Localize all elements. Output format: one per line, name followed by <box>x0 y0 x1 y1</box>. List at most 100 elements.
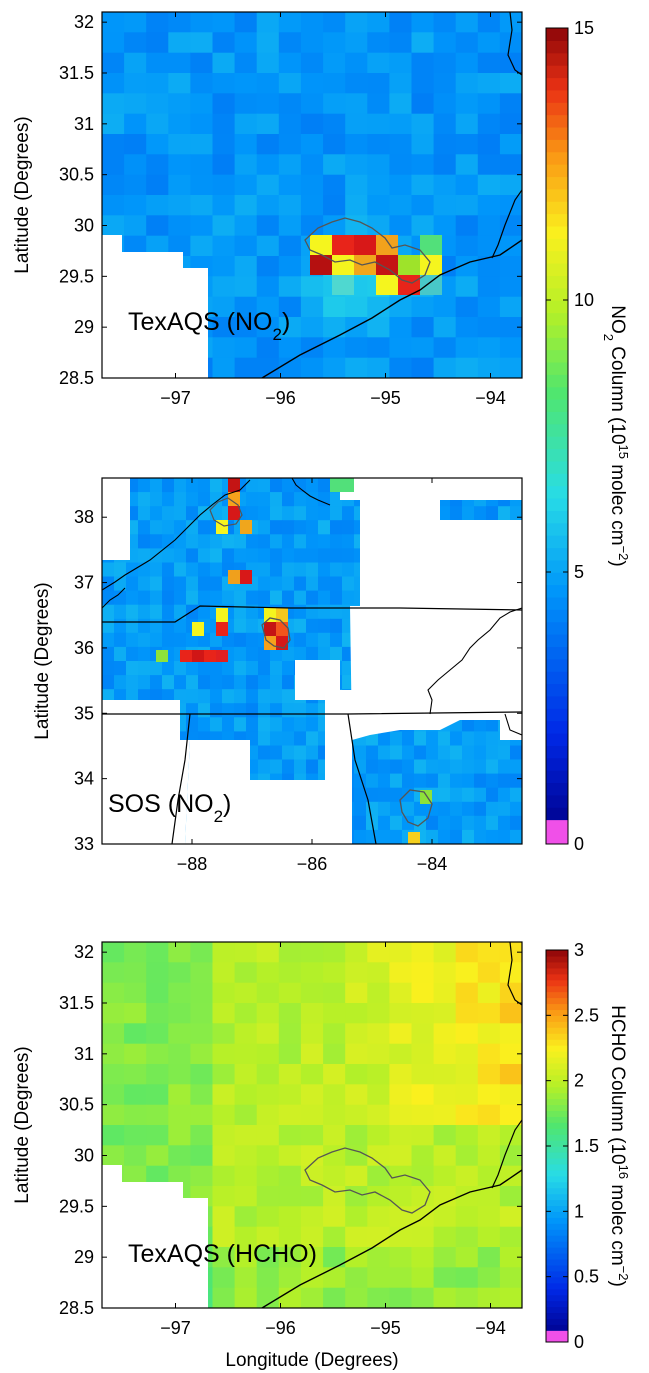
grid-cell <box>306 632 319 648</box>
grid-cell <box>124 1084 147 1106</box>
no-data-region <box>102 478 130 560</box>
colorbar-segment <box>546 1288 568 1296</box>
grid-cell <box>402 773 415 789</box>
grid-cell <box>270 759 283 775</box>
grid-cell <box>270 717 283 732</box>
grid-cell <box>294 646 307 662</box>
grid-cell <box>323 337 346 359</box>
grid-cell <box>190 235 214 257</box>
coastline <box>261 1169 522 1308</box>
grid-cell <box>300 1145 324 1167</box>
grid-cell <box>300 1186 324 1207</box>
grid-cell <box>150 590 163 606</box>
grid-cell <box>278 12 302 33</box>
grid-cell <box>411 32 435 54</box>
grid-cell <box>367 93 390 115</box>
grid-cell <box>212 1165 236 1187</box>
grid-cell <box>278 52 302 74</box>
grid-cell <box>510 773 522 789</box>
colorbar-segment <box>546 967 568 975</box>
colorbar-segment <box>546 535 568 549</box>
grid-cell <box>246 604 259 620</box>
grid-cell <box>278 195 302 216</box>
grid-cell <box>323 1064 346 1085</box>
grid-cell <box>477 982 501 1004</box>
grid-cell <box>367 215 390 237</box>
grid-cell <box>411 1084 435 1106</box>
grid-cell <box>102 32 125 54</box>
grid-cell <box>450 829 463 844</box>
grid-cell <box>306 759 319 775</box>
grid-cell <box>278 1267 302 1289</box>
grid-cell <box>198 548 211 564</box>
grid-cell <box>146 235 169 257</box>
grid-cell <box>168 73 191 94</box>
grid-cell <box>345 1125 368 1146</box>
grid-cell <box>345 32 368 54</box>
grid-cell <box>210 632 223 648</box>
colorbar-segment <box>546 1193 568 1201</box>
grid-cell <box>345 1023 368 1045</box>
grid-cell <box>318 506 331 521</box>
colorbar-segment <box>546 1098 568 1106</box>
grid-cell <box>174 576 187 592</box>
grid-cell <box>323 1287 346 1308</box>
grid-cell <box>168 174 191 196</box>
grid-cell <box>222 675 235 690</box>
grid-cell <box>234 357 258 378</box>
grid-cell <box>330 576 343 592</box>
grid-cell <box>510 829 522 844</box>
grid-cell <box>477 93 501 115</box>
grid-cell <box>318 478 331 493</box>
grid-cell <box>190 174 214 196</box>
grid-cell <box>390 801 403 817</box>
grid-cell <box>367 1226 390 1248</box>
grid-cell <box>433 113 457 135</box>
grid-cell <box>433 1165 457 1187</box>
grid-cell <box>402 801 415 817</box>
grid-cell <box>486 506 499 521</box>
colorbar-segment <box>546 745 568 759</box>
panel-texaqs-no2: −97 −96 −95 −94 28.5 29 29.5 30 30.5 31 31.5 32 Tex… <box>12 11 523 408</box>
grid-cell <box>433 1186 457 1207</box>
grid-cell <box>234 93 258 115</box>
hcho-heatmap-texaqs <box>102 942 522 1308</box>
y-axis-label: Latitude (Degrees) <box>12 116 33 273</box>
grid-cell <box>323 12 346 33</box>
colorbar-segment <box>546 683 568 697</box>
grid-cell <box>402 787 415 803</box>
colorbar-segment <box>546 671 568 685</box>
grid-cell <box>411 1247 435 1268</box>
grid-cell <box>455 1267 479 1289</box>
grid-cell <box>411 154 435 176</box>
grid-cell <box>345 1003 368 1024</box>
grid-cell <box>146 1125 169 1146</box>
grid-cell <box>294 478 307 493</box>
grid-cell <box>474 829 487 844</box>
grid-cell <box>414 801 427 817</box>
grid-cell <box>234 1287 258 1308</box>
grid-cell <box>455 32 479 54</box>
grid-cell <box>162 604 175 620</box>
y-tick-label: 30 <box>74 1146 94 1166</box>
grid-cell <box>246 534 259 549</box>
colorbar-segment <box>546 1306 568 1314</box>
grid-cell <box>498 759 511 775</box>
grid-cell <box>212 317 236 338</box>
y-tick-label: 31 <box>74 1044 94 1064</box>
grid-cell <box>486 745 499 761</box>
grid-cell <box>389 357 413 378</box>
grid-cell <box>212 1043 236 1065</box>
grid-cell <box>510 787 522 803</box>
grid-cell <box>212 256 236 277</box>
grid-cell <box>455 276 479 298</box>
grid-cell <box>212 215 236 237</box>
grid-cell <box>345 52 368 74</box>
no-data-region <box>180 1198 208 1308</box>
grid-cell <box>389 93 413 115</box>
grid-cell <box>477 962 501 984</box>
grid-cell <box>124 12 147 33</box>
grid-cell <box>168 1064 191 1085</box>
grid-cell <box>102 590 115 606</box>
x-tick-label: −97 <box>160 1318 191 1338</box>
